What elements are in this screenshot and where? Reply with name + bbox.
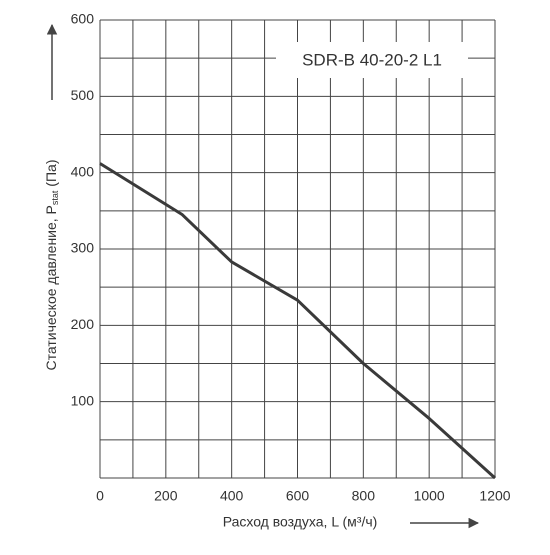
line	[99, 162, 497, 480]
y-tick-label: 300	[71, 240, 95, 256]
y-tick-label: 600	[71, 11, 95, 27]
x-tick-label: 200	[154, 488, 178, 504]
x-tick-label: 0	[96, 488, 104, 504]
x-tick-label: 600	[286, 488, 310, 504]
y-tick-label: 100	[71, 392, 95, 408]
y-label-main: Статическое давление, P	[43, 205, 59, 370]
y-tick-label: 400	[71, 163, 95, 179]
x-tick-label: 1200	[479, 488, 510, 504]
x-axis-label: Расход воздуха, L (м³/ч)	[223, 514, 378, 530]
annotation: SDR-B 40-20-2 L1	[302, 50, 442, 69]
y-axis-label: Статическое давление, Pstat (Па)	[43, 160, 61, 371]
x-tick-label: 1000	[414, 488, 445, 504]
y-tick-label: 200	[71, 316, 95, 332]
y-label-sub: stat	[50, 190, 60, 205]
x-tick-label: 800	[352, 488, 376, 504]
y-tick-label: 500	[71, 87, 95, 103]
x-tick-label: 400	[220, 488, 244, 504]
annotation-box	[276, 42, 468, 78]
y-label-end: (Па)	[43, 160, 59, 191]
